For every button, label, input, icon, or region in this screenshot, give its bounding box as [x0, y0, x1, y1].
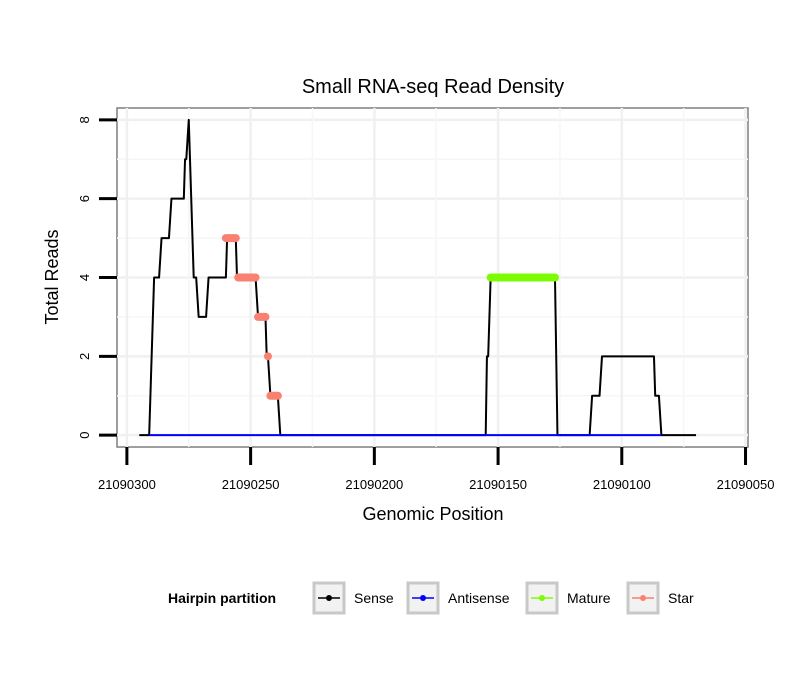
x-axis-title: Genomic Position	[362, 504, 503, 524]
legend-point-sense	[326, 595, 332, 601]
legend-point-star	[640, 595, 646, 601]
y-axis-title: Total Reads	[42, 229, 62, 324]
y-tick-label-4: 8	[77, 116, 92, 123]
plot-series	[139, 118, 697, 437]
y-tick-label-2: 4	[77, 274, 92, 281]
legend-entry-star: Star	[626, 581, 694, 615]
legend-label-star: Star	[668, 590, 694, 606]
x-tick-label-3: 21090150	[469, 477, 527, 492]
legend-label-mature: Mature	[567, 590, 611, 606]
y-tick-label-3: 6	[77, 195, 92, 202]
legend-entry-mature: Mature	[525, 581, 611, 615]
x-tick-label-2: 21090200	[345, 477, 403, 492]
y-tick-label-0: 0	[77, 432, 92, 439]
x-tick-label-5: 21090050	[717, 477, 775, 492]
x-tick-label-0: 21090300	[98, 477, 156, 492]
legend-point-antisense	[420, 595, 426, 601]
x-tick-label-1: 21090250	[222, 477, 280, 492]
legend-label-antisense: Antisense	[448, 590, 510, 606]
chart-title: Small RNA-seq Read Density	[302, 76, 564, 98]
legend-title: Hairpin partition	[168, 590, 276, 606]
x-axis: 21090300 21090250 21090200 21090150 21090100…	[98, 447, 774, 492]
legend-entry-sense: Sense	[312, 581, 394, 615]
legend-point-mature	[539, 595, 545, 601]
legend-label-sense: Sense	[354, 590, 394, 606]
y-tick-label-1: 2	[77, 353, 92, 360]
x-tick-label-4: 21090100	[593, 477, 651, 492]
legend-entry-antisense: Antisense	[406, 581, 510, 615]
legend: Hairpin partition Sense Antisense Mature…	[168, 581, 694, 615]
y-axis: 0 2 4 6 8	[77, 116, 117, 439]
